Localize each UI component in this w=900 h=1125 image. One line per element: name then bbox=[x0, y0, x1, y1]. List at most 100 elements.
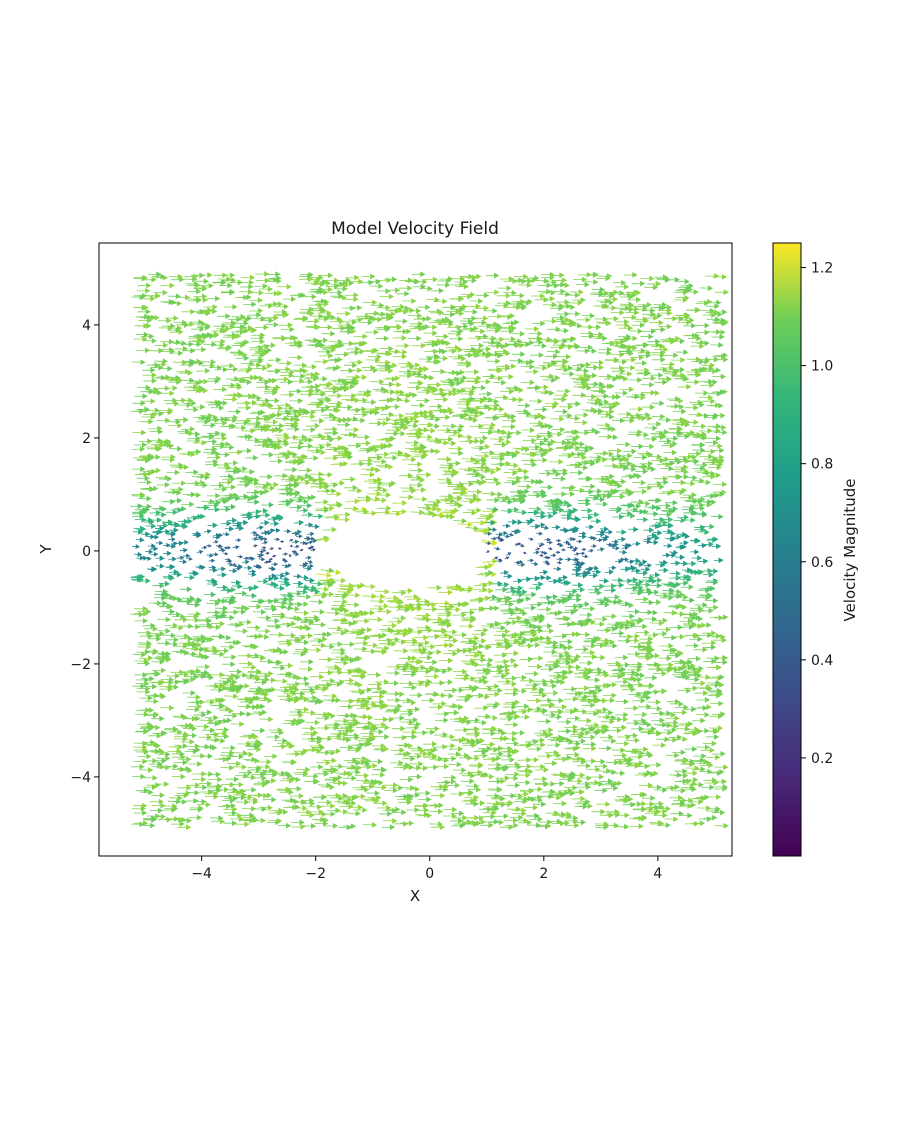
velocity-arrow bbox=[322, 526, 337, 533]
velocity-arrow bbox=[340, 698, 355, 705]
velocity-arrow bbox=[309, 809, 324, 815]
velocity-arrow bbox=[428, 704, 444, 710]
velocity-arrow bbox=[254, 283, 269, 289]
velocity-arrow bbox=[307, 559, 313, 564]
velocity-arrow bbox=[496, 678, 512, 685]
velocity-arrow bbox=[223, 503, 237, 510]
velocity-arrow bbox=[228, 279, 244, 286]
velocity-arrow bbox=[698, 558, 709, 565]
velocity-arrow bbox=[527, 433, 543, 440]
velocity-arrow bbox=[434, 333, 449, 340]
velocity-arrow bbox=[509, 598, 523, 605]
velocity-arrow bbox=[568, 299, 583, 306]
velocity-arrow bbox=[341, 305, 356, 312]
velocity-arrow bbox=[159, 407, 174, 414]
velocity-arrow bbox=[695, 390, 709, 396]
velocity-arrow bbox=[134, 471, 149, 478]
velocity-arrow bbox=[591, 286, 606, 293]
velocity-arrow bbox=[134, 740, 149, 747]
velocity-arrow bbox=[481, 422, 497, 428]
velocity-arrow bbox=[289, 398, 304, 404]
velocity-arrow bbox=[240, 360, 255, 367]
velocity-arrow bbox=[554, 615, 569, 622]
velocity-arrow bbox=[550, 697, 564, 704]
velocity-arrow bbox=[149, 509, 162, 516]
velocity-arrow bbox=[196, 663, 211, 670]
velocity-arrow bbox=[694, 690, 709, 696]
velocity-arrow bbox=[502, 523, 511, 529]
velocity-arrow bbox=[239, 496, 253, 502]
velocity-arrow bbox=[405, 724, 420, 731]
velocity-arrow bbox=[481, 449, 496, 456]
velocity-arrow bbox=[546, 540, 553, 545]
velocity-arrow bbox=[354, 772, 370, 779]
velocity-arrow bbox=[494, 659, 509, 665]
velocity-arrow bbox=[276, 786, 291, 793]
velocity-arrow bbox=[134, 304, 149, 311]
velocity-arrow bbox=[547, 547, 553, 551]
velocity-arrow bbox=[133, 274, 149, 281]
velocity-arrow bbox=[363, 367, 379, 374]
velocity-arrow bbox=[543, 760, 558, 767]
velocity-arrow bbox=[424, 501, 439, 508]
velocity-arrow bbox=[277, 486, 291, 492]
velocity-arrow bbox=[370, 378, 385, 385]
velocity-arrow bbox=[546, 658, 562, 665]
velocity-arrow bbox=[203, 304, 218, 310]
velocity-arrow bbox=[639, 460, 654, 467]
velocity-arrow bbox=[402, 755, 416, 762]
velocity-arrow bbox=[244, 797, 259, 803]
velocity-arrow bbox=[360, 471, 376, 478]
velocity-arrow bbox=[673, 517, 686, 524]
velocity-arrow bbox=[343, 757, 358, 764]
velocity-arrow bbox=[577, 476, 592, 482]
velocity-arrow bbox=[375, 588, 390, 595]
velocity-arrow bbox=[162, 550, 172, 556]
velocity-arrow bbox=[563, 540, 570, 545]
velocity-arrow bbox=[155, 540, 164, 546]
velocity-arrow bbox=[273, 585, 286, 592]
velocity-arrow bbox=[333, 735, 349, 742]
velocity-arrow bbox=[305, 719, 321, 726]
velocity-arrow bbox=[442, 423, 457, 429]
velocity-arrow bbox=[442, 369, 458, 376]
velocity-arrow bbox=[199, 412, 214, 419]
velocity-arrow bbox=[577, 717, 592, 724]
velocity-arrow bbox=[219, 708, 234, 714]
velocity-arrow bbox=[206, 492, 221, 499]
velocity-arrow bbox=[639, 609, 653, 616]
velocity-arrow bbox=[249, 307, 264, 314]
velocity-arrow bbox=[700, 378, 714, 385]
velocity-arrow bbox=[417, 668, 432, 675]
velocity-arrow bbox=[506, 782, 521, 789]
velocity-arrow bbox=[418, 315, 432, 322]
velocity-arrow bbox=[371, 743, 386, 749]
velocity-arrow bbox=[151, 802, 166, 809]
velocity-arrow bbox=[488, 778, 502, 785]
velocity-arrow bbox=[392, 335, 407, 341]
velocity-arrow bbox=[274, 738, 288, 744]
velocity-arrow bbox=[449, 817, 464, 824]
velocity-arrow bbox=[525, 670, 540, 677]
velocity-arrow bbox=[669, 794, 684, 801]
velocity-arrow bbox=[255, 271, 270, 277]
velocity-arrow bbox=[454, 648, 469, 654]
velocity-arrow bbox=[578, 533, 587, 540]
velocity-arrow bbox=[705, 439, 719, 446]
velocity-arrow bbox=[699, 428, 713, 434]
velocity-arrow bbox=[196, 801, 212, 808]
velocity-arrow bbox=[688, 411, 703, 418]
velocity-arrow bbox=[279, 576, 290, 583]
velocity-arrow bbox=[174, 643, 189, 650]
velocity-arrow bbox=[509, 358, 524, 364]
velocity-arrow bbox=[413, 729, 428, 736]
velocity-arrow bbox=[641, 404, 656, 411]
velocity-arrow bbox=[426, 423, 441, 430]
velocity-arrow bbox=[572, 582, 584, 588]
velocity-arrow bbox=[217, 572, 228, 578]
velocity-arrow bbox=[598, 273, 613, 279]
velocity-arrow bbox=[533, 776, 548, 782]
velocity-arrow bbox=[574, 673, 590, 680]
velocity-arrow bbox=[367, 353, 382, 360]
velocity-arrow bbox=[284, 717, 299, 724]
